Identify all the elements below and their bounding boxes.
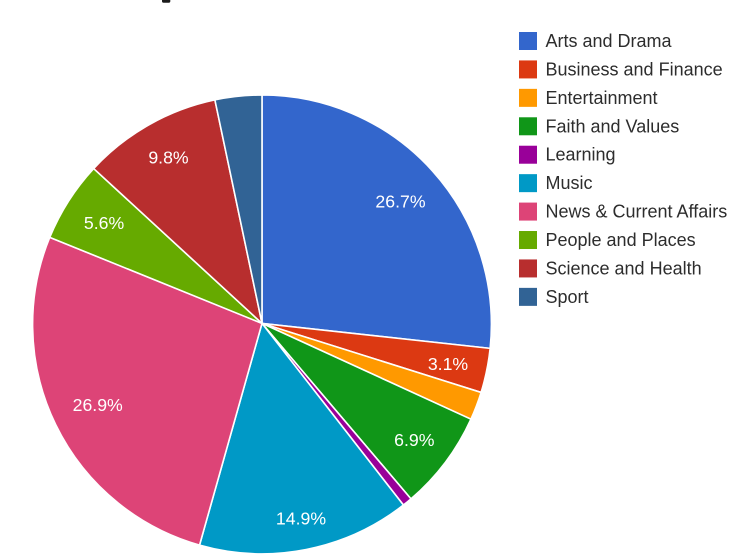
svg-text:5.6%: 5.6% — [84, 213, 125, 233]
svg-text:Faith and Values: Faith and Values — [546, 116, 680, 136]
svg-text:Music: Music — [546, 173, 593, 193]
svg-text:3.1%: 3.1% — [428, 354, 469, 374]
svg-text:6.9%: 6.9% — [394, 430, 435, 450]
svg-text:Business and Finance: Business and Finance — [546, 59, 723, 79]
svg-text:Sport: Sport — [546, 287, 589, 307]
svg-text:News & Current Affairs: News & Current Affairs — [546, 202, 728, 222]
svg-text:Entertainment: Entertainment — [546, 88, 658, 108]
svg-text:26.9%: 26.9% — [73, 395, 123, 415]
svg-text:Learning: Learning — [546, 145, 616, 165]
svg-text:Arts and Drama: Arts and Drama — [546, 31, 673, 51]
svg-text:9.8%: 9.8% — [148, 147, 189, 167]
svg-text:14.9%: 14.9% — [276, 508, 326, 528]
svg-text:People and Places: People and Places — [546, 230, 696, 250]
svg-text:26.7%: 26.7% — [375, 191, 425, 211]
svg-text:Science and Health: Science and Health — [546, 258, 702, 278]
